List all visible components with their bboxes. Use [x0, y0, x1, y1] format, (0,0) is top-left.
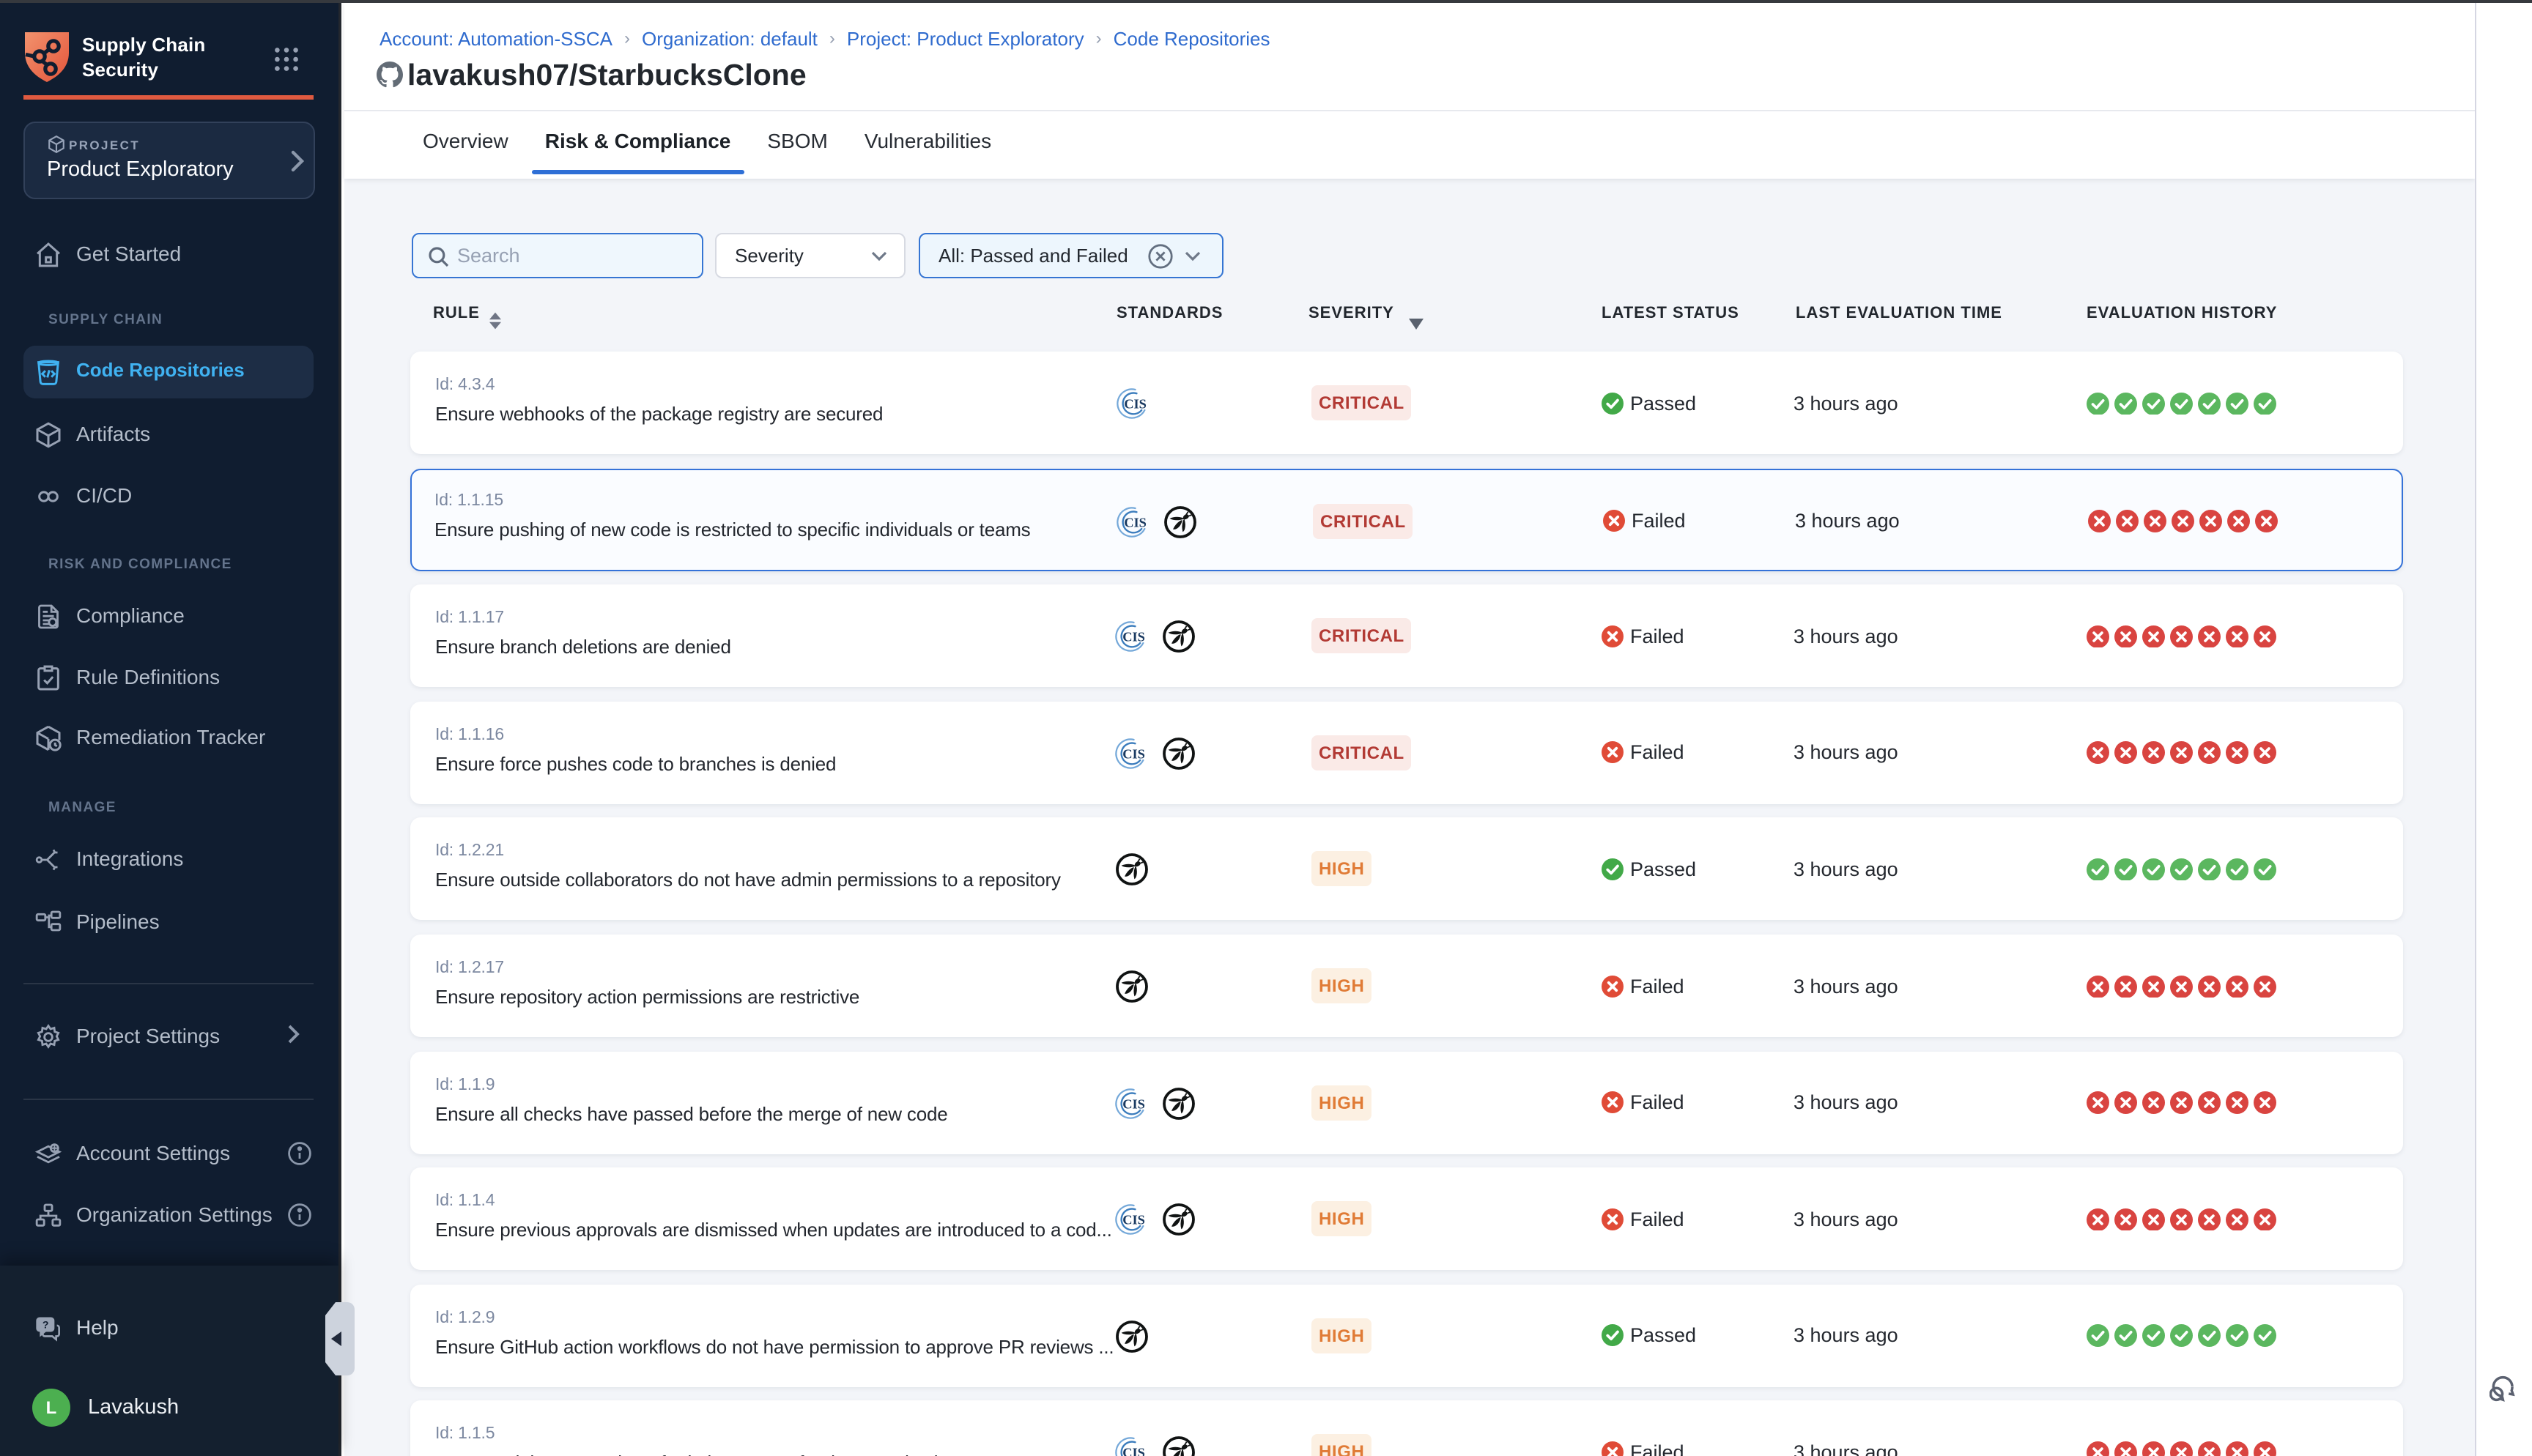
svg-text:CIS: CIS — [1122, 630, 1145, 645]
svg-text:CIS: CIS — [1122, 1213, 1145, 1227]
svg-text:CIS: CIS — [1122, 746, 1145, 761]
svg-text:?: ? — [42, 1320, 49, 1331]
svg-text:CIS: CIS — [1122, 1446, 1145, 1456]
svg-text:CIS: CIS — [1124, 396, 1147, 411]
svg-text:CIS: CIS — [1122, 1096, 1145, 1111]
svg-text:CIS: CIS — [1124, 515, 1147, 530]
